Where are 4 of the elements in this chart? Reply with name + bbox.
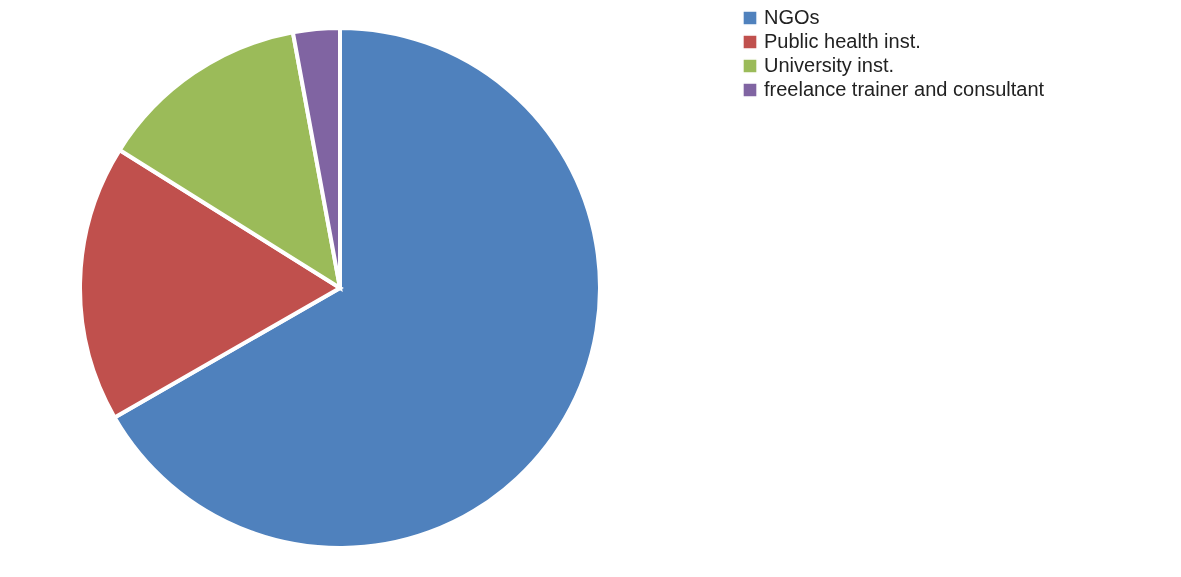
legend-label: Public health inst. — [764, 30, 921, 52]
legend-label: University inst. — [764, 54, 895, 76]
legend-label: freelance trainer and consultant — [764, 78, 1045, 100]
legend-label: NGOs — [764, 6, 820, 28]
